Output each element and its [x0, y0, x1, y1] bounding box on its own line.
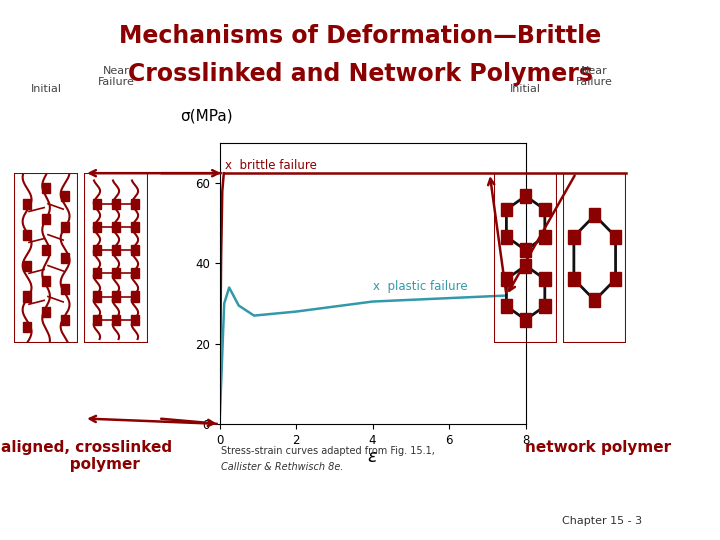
Bar: [93, 199, 101, 209]
Text: Initial: Initial: [510, 84, 541, 94]
Bar: [93, 315, 101, 325]
Bar: [23, 199, 31, 209]
Text: Initial: Initial: [30, 84, 62, 94]
Bar: [93, 292, 101, 301]
Text: Near
Failure: Near Failure: [576, 66, 613, 87]
Bar: [61, 253, 69, 263]
Bar: [131, 199, 139, 209]
Bar: [589, 293, 600, 307]
Bar: [23, 322, 31, 333]
Bar: [520, 243, 531, 257]
Text: Callister & Rethwisch 8e.: Callister & Rethwisch 8e.: [221, 462, 343, 472]
Bar: [112, 245, 120, 255]
Bar: [539, 230, 551, 244]
Bar: [131, 222, 139, 232]
Bar: [112, 268, 120, 278]
Bar: [112, 315, 120, 325]
Bar: [539, 272, 551, 286]
Bar: [131, 245, 139, 255]
Bar: [23, 261, 31, 271]
Bar: [610, 230, 621, 244]
Bar: [93, 245, 101, 255]
Bar: [61, 315, 69, 325]
Bar: [131, 315, 139, 325]
Text: x  plastic failure: x plastic failure: [373, 280, 467, 293]
Bar: [23, 230, 31, 240]
Bar: [500, 202, 512, 217]
Bar: [42, 183, 50, 193]
Bar: [112, 199, 120, 209]
Text: Chapter 15 - 3: Chapter 15 - 3: [562, 516, 642, 526]
Bar: [568, 272, 580, 286]
Bar: [93, 222, 101, 232]
Text: σ(MPa): σ(MPa): [180, 109, 233, 124]
Text: Stress-strain curves adapted from Fig. 15.1,: Stress-strain curves adapted from Fig. 1…: [221, 446, 435, 456]
Bar: [131, 292, 139, 301]
Bar: [93, 268, 101, 278]
Bar: [112, 222, 120, 232]
Text: aligned, crosslinked
       polymer: aligned, crosslinked polymer: [1, 440, 172, 472]
Bar: [61, 222, 69, 232]
Text: network polymer: network polymer: [525, 440, 670, 455]
Bar: [42, 307, 50, 317]
Bar: [500, 299, 512, 313]
Bar: [539, 202, 551, 217]
Bar: [500, 272, 512, 286]
Bar: [42, 214, 50, 224]
Bar: [61, 284, 69, 294]
Bar: [520, 189, 531, 203]
Bar: [131, 268, 139, 278]
X-axis label: ε: ε: [368, 448, 377, 466]
Bar: [520, 313, 531, 327]
Bar: [42, 245, 50, 255]
Bar: [42, 276, 50, 286]
Bar: [112, 292, 120, 301]
Text: Crosslinked and Network Polymers: Crosslinked and Network Polymers: [127, 62, 593, 86]
Text: Mechanisms of Deformation—Brittle: Mechanisms of Deformation—Brittle: [119, 24, 601, 48]
Bar: [610, 272, 621, 286]
Bar: [61, 191, 69, 201]
Text: Near
Failure: Near Failure: [97, 66, 135, 87]
Text: x  brittle failure: x brittle failure: [225, 159, 317, 172]
Bar: [589, 208, 600, 222]
Bar: [23, 292, 31, 301]
Bar: [568, 230, 580, 244]
Bar: [539, 299, 551, 313]
Bar: [500, 230, 512, 244]
Bar: [520, 259, 531, 273]
